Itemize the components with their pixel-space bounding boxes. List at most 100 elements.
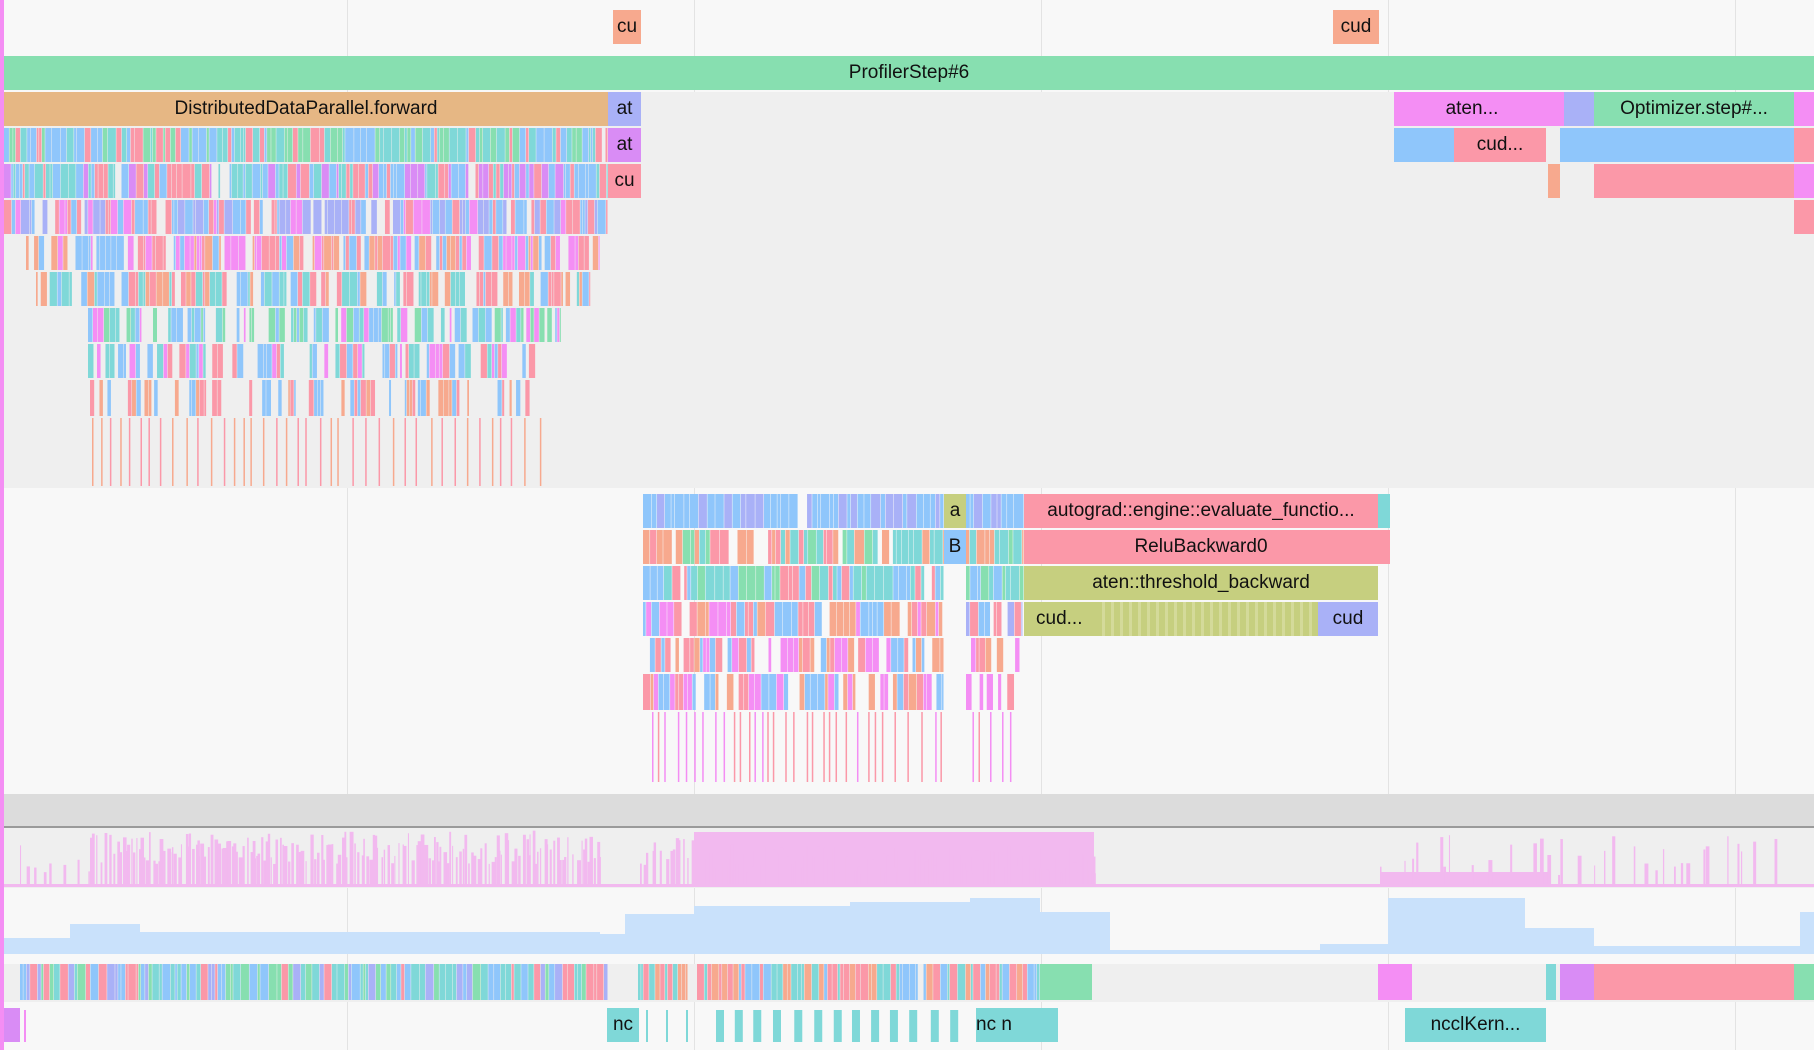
trace-slice[interactable] — [1022, 964, 1027, 1000]
slice-B[interactable]: B — [944, 530, 966, 564]
trace-slice[interactable] — [195, 272, 203, 306]
trace-slice[interactable] — [121, 164, 129, 198]
trace-slice[interactable] — [427, 272, 430, 306]
density-bar[interactable] — [361, 855, 364, 884]
trace-slice[interactable] — [321, 272, 326, 306]
density-bar[interactable] — [1444, 871, 1448, 884]
trace-slice[interactable] — [881, 530, 890, 564]
trace-slice[interactable] — [313, 200, 322, 234]
trace-tick[interactable] — [524, 418, 526, 486]
trace-tick[interactable] — [365, 418, 367, 486]
trace-slice[interactable] — [11, 164, 13, 198]
trace-slice[interactable] — [145, 964, 149, 1000]
trace-slice[interactable] — [971, 638, 976, 672]
trace-slice[interactable] — [698, 494, 707, 528]
density-bar[interactable] — [558, 860, 562, 884]
trace-slice[interactable] — [588, 164, 596, 198]
density-bar[interactable] — [122, 837, 127, 884]
trace-slice[interactable] — [1007, 602, 1015, 636]
trace-slice[interactable] — [719, 530, 729, 564]
density-bar[interactable] — [149, 832, 151, 884]
trace-slice[interactable] — [389, 344, 395, 378]
trace-slice[interactable] — [683, 638, 690, 672]
trace-slice[interactable] — [817, 494, 821, 528]
density-bar[interactable] — [1540, 838, 1544, 884]
trace-slice[interactable] — [187, 308, 192, 342]
trace-slice[interactable] — [217, 344, 223, 378]
trace-slice[interactable] — [489, 200, 493, 234]
trace-slice[interactable] — [181, 964, 187, 1000]
density-bar[interactable] — [816, 846, 821, 884]
trace-slice[interactable] — [422, 128, 431, 162]
trace-slice[interactable] — [396, 964, 401, 1000]
trace-slice[interactable] — [883, 964, 891, 1000]
trace-slice[interactable] — [860, 602, 869, 636]
trace-slice[interactable] — [907, 494, 916, 528]
trace-slice[interactable] — [559, 308, 561, 342]
trace-slice[interactable] — [812, 494, 818, 528]
trace-slice[interactable] — [291, 308, 294, 342]
trace-slice[interactable] — [266, 380, 271, 416]
trace-slice[interactable] — [511, 964, 514, 1000]
trace-slice[interactable] — [163, 272, 169, 306]
trace-slice[interactable] — [102, 128, 108, 162]
density-bar[interactable] — [376, 847, 379, 884]
density-bar[interactable] — [890, 847, 895, 884]
trace-slice[interactable] — [55, 200, 59, 234]
trace-slice[interactable] — [131, 200, 135, 234]
trace-slice[interactable] — [516, 380, 521, 416]
trace-slice[interactable] — [422, 200, 430, 234]
trace-slice[interactable] — [404, 164, 411, 198]
trace-slice[interactable] — [834, 674, 839, 710]
trace-slice[interactable] — [500, 164, 504, 198]
density-bar[interactable] — [1440, 837, 1444, 884]
trace-slice[interactable] — [205, 236, 213, 270]
density-bar[interactable] — [1404, 860, 1406, 884]
trace-slice[interactable] — [49, 964, 54, 1000]
density-bar[interactable] — [305, 861, 307, 884]
nccl-kernel[interactable] — [950, 1010, 959, 1042]
density-bar[interactable] — [1045, 869, 1049, 884]
trace-slice[interactable] — [755, 494, 764, 528]
slice-magenta-edge[interactable] — [1794, 92, 1814, 126]
trace-slice[interactable] — [732, 494, 741, 528]
trace-slice[interactable] — [978, 602, 985, 636]
trace-slice[interactable] — [198, 128, 207, 162]
trace-slice[interactable] — [568, 236, 575, 270]
density-bar[interactable] — [163, 850, 166, 884]
trace-slice[interactable] — [993, 602, 997, 636]
density-bar[interactable] — [983, 855, 985, 884]
trace-slice[interactable] — [154, 164, 160, 198]
trace-tick[interactable] — [337, 418, 339, 486]
density-bar[interactable] — [514, 848, 518, 884]
density-bar[interactable] — [366, 856, 370, 884]
density-bar[interactable] — [696, 863, 699, 884]
trace-slice[interactable] — [979, 638, 986, 672]
density-bar[interactable] — [203, 856, 207, 884]
density-bar[interactable] — [200, 843, 205, 884]
trace-slice[interactable] — [592, 236, 599, 270]
trace-slice[interactable] — [746, 566, 756, 600]
density-bar[interactable] — [455, 857, 458, 884]
density-bar[interactable] — [270, 857, 272, 884]
trace-slice[interactable] — [34, 164, 43, 198]
trace-slice[interactable] — [824, 964, 828, 1000]
density-bar[interactable] — [640, 863, 642, 884]
trace-slice[interactable] — [560, 200, 566, 234]
trace-slice[interactable] — [88, 164, 91, 198]
trace-slice[interactable] — [585, 200, 588, 234]
density-bar[interactable] — [171, 847, 174, 884]
density-bar[interactable] — [127, 844, 131, 884]
trace-slice[interactable] — [606, 164, 608, 198]
trace-slice[interactable] — [848, 638, 855, 672]
trace-slice[interactable] — [874, 566, 884, 600]
trace-slice[interactable] — [496, 200, 503, 234]
density-bar[interactable] — [735, 863, 739, 884]
trace-slice[interactable] — [22, 164, 25, 198]
trace-slice[interactable] — [138, 964, 141, 1000]
density-bar[interactable] — [436, 842, 439, 884]
trace-slice[interactable] — [864, 530, 873, 564]
trace-slice[interactable] — [454, 308, 461, 342]
density-bar[interactable] — [446, 863, 450, 884]
trace-slice[interactable] — [544, 128, 553, 162]
